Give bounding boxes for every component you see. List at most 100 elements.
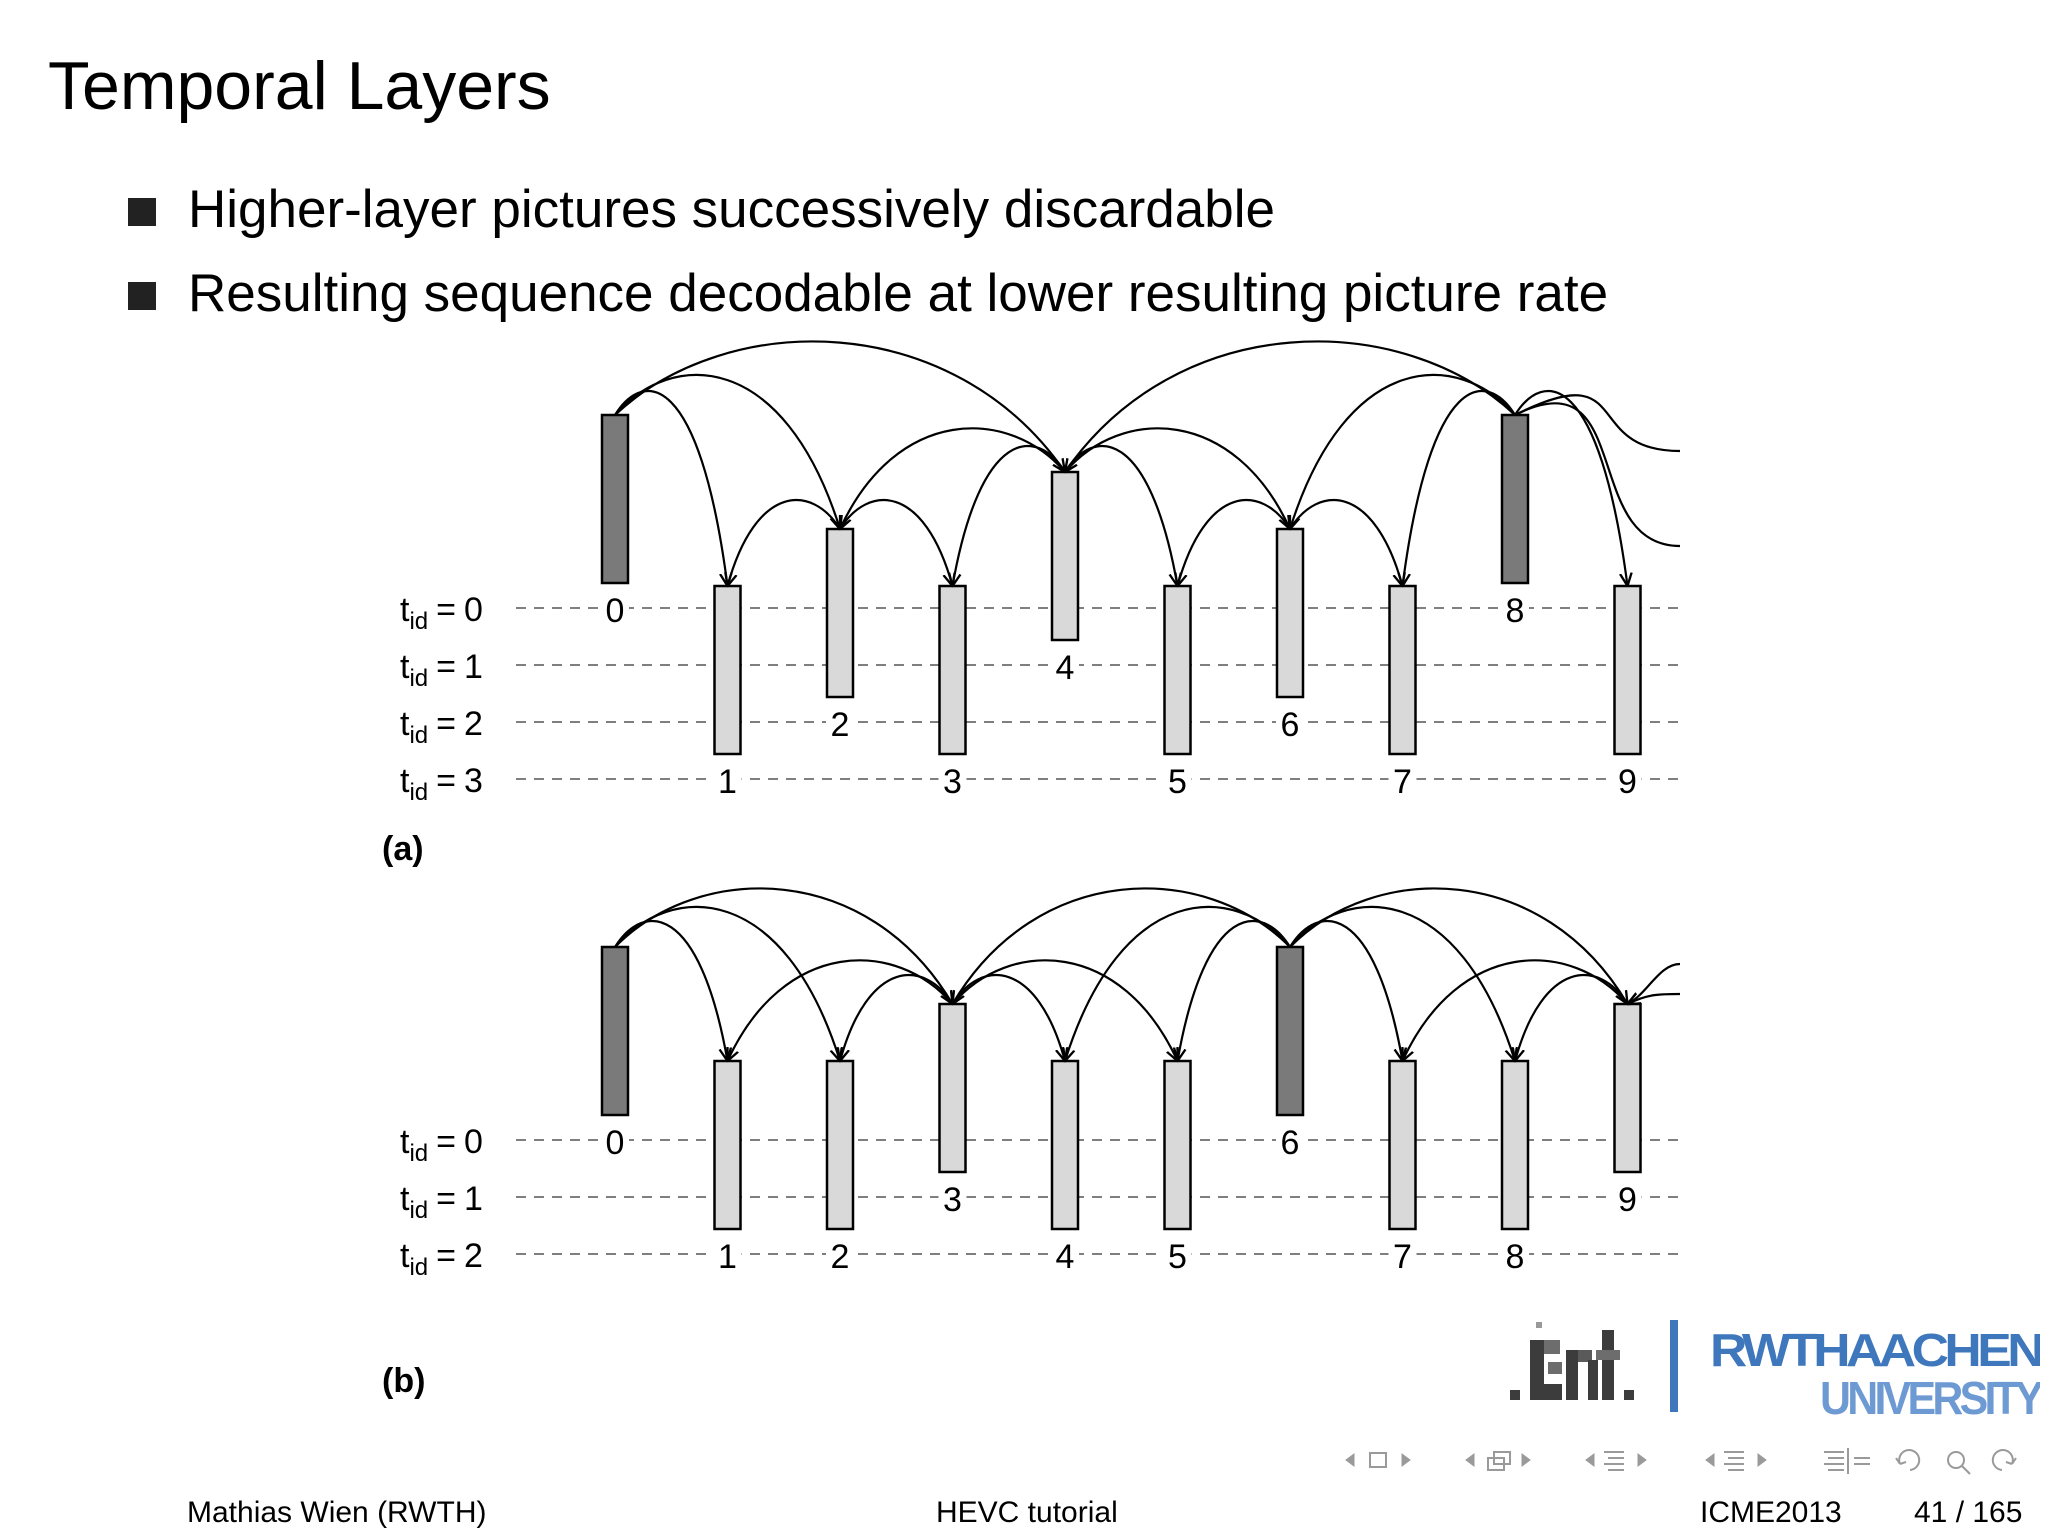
reference-arrow	[953, 444, 1066, 586]
picture-bar	[1613, 584, 1642, 756]
bullet-list: Higher-layer pictures successively disca…	[120, 168, 1608, 336]
picture-number: 1	[718, 763, 737, 801]
picture-number: 4	[1056, 649, 1075, 687]
diagram-b: tid = 0 tid = 1 tid = 2 0 1 2 3 4 5 6 7 8 9 (b)	[382, 887, 1681, 1400]
picture-bar	[600, 945, 630, 1117]
slide-title: Temporal Layers	[48, 48, 551, 124]
diagram-label: (b)	[382, 1362, 425, 1400]
nav-prev-frame-icon[interactable]	[1345, 1453, 1355, 1467]
bullet-square-icon	[128, 282, 156, 310]
picture-bar	[1613, 1002, 1642, 1174]
bullet-text: Higher-layer pictures successively disca…	[188, 180, 1275, 239]
picture-bar	[1500, 1059, 1530, 1231]
tid-label: tid = 0	[400, 1123, 483, 1167]
reference-arrow	[728, 959, 954, 1061]
part-icon[interactable]	[1724, 1451, 1744, 1471]
redo-icon[interactable]	[1991, 1449, 2017, 1471]
picture-bar	[1275, 527, 1305, 699]
reference-arrow	[614, 919, 728, 1061]
diagram-a: tid = 0 tid = 1 tid = 2 tid = 3 0 1 2 3 4 5 6 7 8 9 (a)	[382, 340, 1681, 868]
picture-bar	[938, 584, 967, 756]
section-icon[interactable]	[1604, 1451, 1624, 1471]
toc-icon[interactable]	[1824, 1448, 1870, 1474]
nav-next-section-icon[interactable]	[1637, 1453, 1647, 1467]
picture-bar	[1388, 1059, 1417, 1231]
nav-next-subsection-icon[interactable]	[1521, 1453, 1531, 1467]
footer-title: HEVC tutorial	[936, 1496, 1118, 1529]
bullet-item: Higher-layer pictures successively disca…	[120, 168, 1608, 252]
picture-number: 8	[1506, 592, 1525, 630]
bullet-item: Resulting sequence decodable at lower re…	[120, 252, 1608, 336]
picture-number: 4	[1056, 1238, 1075, 1276]
nav-prev-subsection-icon[interactable]	[1465, 1453, 1475, 1467]
reference-arrow	[614, 340, 1065, 472]
rwth-logo-bottom: UNIVERSITY	[1820, 1372, 2040, 1420]
reference-arrow	[1628, 962, 1681, 1004]
reference-arrow	[1065, 906, 1291, 1061]
reference-arrow	[951, 959, 1178, 1061]
reference-arrow	[1178, 498, 1291, 586]
nav-next-part-icon[interactable]	[1757, 1453, 1767, 1467]
reference-arrow	[1289, 498, 1403, 586]
footer-conference: ICME2013	[1700, 1496, 1842, 1529]
undo-icon[interactable]	[1895, 1449, 1921, 1471]
int-logo	[1510, 1322, 1634, 1400]
nav-next-frame-icon[interactable]	[1401, 1453, 1411, 1467]
picture-number: 6	[1281, 706, 1300, 744]
picture-bar	[1050, 1059, 1080, 1231]
picture-number: 8	[1506, 1238, 1525, 1276]
picture-bar	[938, 1002, 967, 1174]
reference-arrow	[951, 973, 1066, 1061]
picture-number: 5	[1168, 1238, 1187, 1276]
nav-prev-section-icon[interactable]	[1585, 1453, 1595, 1467]
reference-arrow	[1065, 340, 1516, 472]
picture-number: 9	[1618, 763, 1637, 801]
beamer-navigation	[1345, 1448, 2017, 1475]
picture-bar	[600, 413, 630, 585]
search-icon[interactable]	[1947, 1451, 1965, 1469]
picture-number: 3	[943, 1181, 962, 1219]
footer-author: Mathias Wien (RWTH)	[187, 1496, 487, 1529]
picture-number: 3	[943, 763, 962, 801]
logo-divider	[1670, 1320, 1678, 1412]
picture-bar	[1388, 584, 1417, 756]
reference-arrow	[840, 973, 954, 1061]
picture-number: 0	[606, 1124, 625, 1162]
tid-label: tid = 1	[400, 648, 483, 692]
reference-arrow	[1514, 402, 1681, 548]
picture-number: 7	[1393, 763, 1412, 801]
picture-bar	[825, 527, 855, 699]
picture-bar	[1163, 584, 1192, 756]
picture-number: 2	[831, 1238, 850, 1276]
reference-arrow	[728, 498, 841, 586]
picture-bar	[825, 1059, 855, 1231]
reference-arrow	[1628, 994, 1681, 1004]
bullet-square-icon	[128, 198, 156, 226]
reference-arrow	[1289, 887, 1628, 1004]
reference-arrow	[614, 906, 840, 1061]
picture-bar	[1050, 470, 1080, 642]
reference-arrow	[1289, 906, 1515, 1061]
reference-arrow	[614, 389, 728, 586]
reference-arrow	[614, 374, 840, 529]
picture-bar	[1163, 1059, 1192, 1231]
reference-arrow	[1064, 427, 1290, 529]
tid-label: tid = 3	[400, 762, 483, 806]
footer-page-number: 41 / 165	[1914, 1496, 2023, 1529]
tid-label: tid = 2	[400, 705, 483, 749]
tid-label: tid = 1	[400, 1180, 483, 1224]
picture-number: 7	[1393, 1238, 1412, 1276]
picture-number: 9	[1618, 1181, 1637, 1219]
nav-prev-part-icon[interactable]	[1705, 1453, 1715, 1467]
picture-number: 2	[831, 706, 850, 744]
reference-arrow	[1514, 389, 1628, 586]
diagram-label: (a)	[382, 830, 424, 868]
logo-bar: RWTHAACHEN UNIVERSITY	[1510, 1320, 2040, 1420]
picture-bar	[713, 584, 742, 756]
frame-icon[interactable]	[1369, 1452, 1387, 1468]
picture-bar	[1275, 945, 1305, 1117]
tid-label: tid = 2	[400, 1237, 483, 1281]
reference-arrow	[1290, 374, 1516, 529]
picture-bar	[1500, 413, 1530, 585]
picture-number: 6	[1281, 1124, 1300, 1162]
